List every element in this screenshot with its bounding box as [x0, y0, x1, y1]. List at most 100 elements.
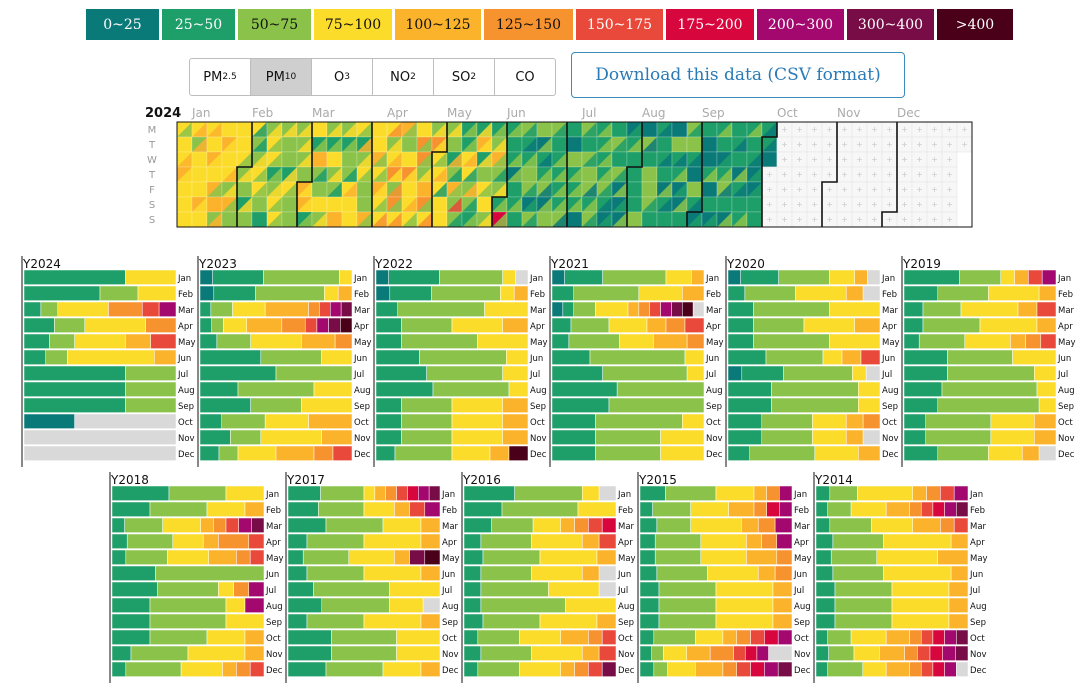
calendar-day-half: [702, 152, 717, 167]
calendar-day-half: [372, 122, 387, 137]
month-bar-segment: [944, 661, 957, 677]
calendar-day-empty-mark: [887, 187, 892, 192]
month-bar-segment: [682, 413, 705, 429]
month-bar-segment: [903, 413, 926, 429]
pollutant-tab[interactable]: CO: [494, 58, 556, 96]
month-bar-segment: [375, 333, 402, 349]
calendar-day-half: [522, 197, 537, 212]
month-bar-segment: [671, 301, 683, 317]
month-bar-segment: [420, 517, 441, 533]
calendar-day-half: [657, 122, 672, 137]
calendar-day-half: [612, 212, 627, 227]
year-panel-title: Y2017: [286, 473, 325, 487]
month-label: Aug: [1058, 386, 1075, 396]
pollutant-tab[interactable]: PM 2.5: [189, 58, 251, 96]
calendar-day-half: [717, 197, 732, 212]
month-label: May: [530, 338, 548, 348]
month-bar-segment: [883, 533, 952, 549]
month-bar-segment: [761, 429, 813, 445]
year-panel: Y2023 Jan Feb Mar Apr May Jun Jul Aug Sep Oct Nov De…: [197, 256, 372, 467]
month-bar-segment: [428, 485, 441, 501]
month-bar-segment: [199, 381, 239, 397]
month-bar-segment: [125, 397, 177, 413]
month-bar-segment: [761, 533, 778, 549]
month-label: Oct: [618, 634, 633, 644]
month-label: Jun: [793, 570, 807, 580]
month-bar-segment: [595, 301, 629, 317]
month-bar-segment: [1000, 269, 1015, 285]
pollutant-tab[interactable]: PM 10: [250, 58, 312, 96]
calendar-day-half: [192, 212, 207, 227]
month-bar-segment: [375, 413, 402, 429]
month-bar-segment: [560, 629, 589, 645]
month-label: Jan: [881, 274, 895, 284]
month-bar-segment: [845, 429, 864, 445]
calendar-day-half: [762, 152, 777, 167]
month-bar-segment: [74, 333, 126, 349]
month-bar-segment: [829, 485, 858, 501]
month-bar-segment: [328, 317, 341, 333]
month-bar-segment: [639, 501, 653, 517]
download-csv-button[interactable]: Download this data (CSV format): [571, 52, 905, 98]
calendar-day-half: [462, 152, 477, 167]
month-bar-segment: [988, 285, 1040, 301]
pollutant-tab[interactable]: SO 2: [433, 58, 495, 96]
month-bar-segment: [658, 597, 717, 613]
calendar-day-half: [702, 122, 717, 137]
month-label: Apr: [1058, 322, 1073, 332]
year-panel: Y2015 Jan Feb Mar Apr May Jun Jul Aug Sep Oct Nov De…: [637, 472, 812, 683]
month-label: Apr: [442, 538, 457, 548]
month-bar-segment: [154, 349, 177, 365]
calendar-day-empty-mark: [902, 127, 907, 132]
calendar-month-label: Jul: [581, 106, 596, 120]
month-bar-segment: [213, 517, 227, 533]
month-bar-segment: [903, 285, 939, 301]
month-bar-segment: [149, 613, 227, 629]
month-bar-segment: [815, 485, 831, 501]
month-bar-segment: [903, 301, 924, 317]
month-bar-segment: [753, 485, 767, 501]
month-bar-segment: [595, 413, 683, 429]
month-bar-segment: [1010, 333, 1026, 349]
month-bar-segment: [236, 661, 251, 677]
month-bar-segment: [879, 645, 905, 661]
month-bar-segment: [948, 597, 969, 613]
calendar-day-half: [312, 152, 327, 167]
month-bar-segment: [727, 285, 746, 301]
calendar-day-half: [567, 212, 582, 227]
calendar-day-empty-mark: [932, 127, 937, 132]
calendar-day-half: [357, 212, 372, 227]
month-bar-segment: [221, 413, 266, 429]
month-bar-segment: [222, 661, 237, 677]
month-bar-segment: [768, 645, 793, 661]
calendar-day-half: [477, 197, 492, 212]
month-label: Apr: [530, 322, 545, 332]
calendar-day-half: [477, 152, 492, 167]
month-label: Sep: [354, 402, 370, 412]
calendar-day-half: [462, 167, 477, 182]
month-bar-segment: [340, 301, 353, 317]
month-label: Mar: [882, 306, 899, 316]
month-bar-segment: [909, 629, 922, 645]
month-bar-segment: [111, 517, 125, 533]
month-bar-segment: [815, 661, 828, 677]
calendar-day-half: [252, 182, 267, 197]
month-bar-segment: [658, 581, 717, 597]
month-bar-segment: [858, 381, 881, 397]
month-label: Nov: [794, 650, 811, 660]
month-label: Jul: [705, 370, 716, 380]
month-label: Jun: [441, 570, 455, 580]
month-bar-segment: [451, 397, 503, 413]
month-label: Feb: [354, 290, 369, 300]
month-bar-segment: [812, 413, 847, 429]
calendar-day-half: [402, 137, 417, 152]
month-bar-segment: [565, 597, 617, 613]
month-bar-segment: [531, 533, 583, 549]
year-panel-title: Y2015: [638, 473, 677, 487]
calendar-day-half: [387, 212, 402, 227]
month-bar-segment: [912, 517, 941, 533]
calendar-day-empty-mark: [887, 127, 892, 132]
month-bar-segment: [608, 397, 705, 413]
month-label: Jul: [793, 586, 804, 596]
